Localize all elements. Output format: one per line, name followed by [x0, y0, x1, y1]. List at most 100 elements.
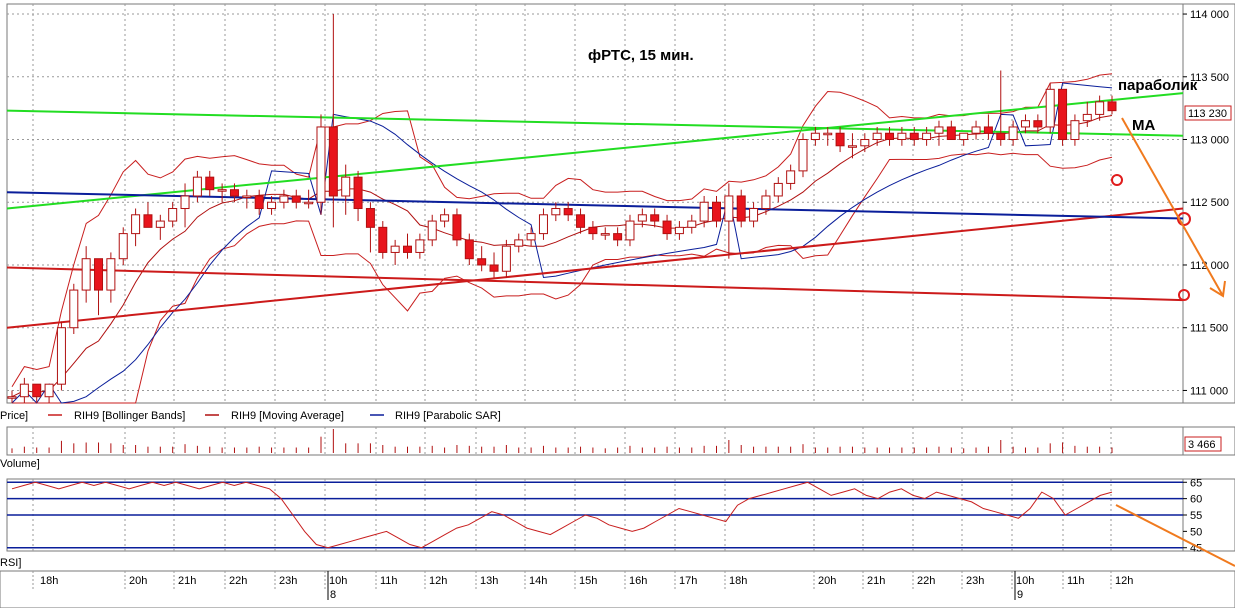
rsi-tick-label: 45	[1190, 543, 1202, 555]
rsi-tick-label: 65	[1190, 477, 1202, 489]
candle-body	[625, 220, 635, 241]
candle-body	[489, 264, 499, 272]
circle-marker-3	[1178, 289, 1190, 301]
candle-body	[798, 139, 808, 172]
candle-body	[847, 145, 857, 148]
price-tick-label: 112 000	[1190, 260, 1229, 272]
candle-body	[674, 226, 684, 235]
candle-body	[909, 132, 919, 141]
candle-body	[106, 258, 116, 291]
candle-body	[835, 132, 845, 147]
rsi-tick-label: 55	[1190, 510, 1202, 522]
candle-body	[365, 208, 375, 228]
orange-arrow-rsi	[1115, 504, 1235, 567]
candle-body	[291, 195, 301, 203]
candle-body	[576, 214, 586, 228]
candle-body	[304, 201, 314, 205]
trendline-red-rising	[6, 207, 1184, 329]
bollinger-lower-line	[12, 152, 1113, 404]
candle-body	[872, 132, 882, 141]
candle-body	[637, 214, 647, 222]
time-tick-label: 21h	[867, 575, 885, 587]
candle-body	[786, 170, 796, 184]
annotation-ma: MA	[1132, 117, 1155, 134]
candle-body	[56, 327, 66, 385]
candle-body	[477, 258, 487, 266]
candle-body	[959, 132, 969, 141]
candle-body	[1020, 120, 1030, 128]
day-label: 8	[330, 589, 336, 601]
candle-body	[983, 126, 993, 134]
time-tick-label: 11h	[380, 575, 398, 587]
last-price-label: 113 230	[1188, 108, 1227, 120]
time-tick-label: 15h	[579, 575, 597, 587]
candle-body	[650, 214, 660, 222]
candle-body	[1045, 88, 1055, 128]
candle-body	[155, 220, 165, 228]
candle-body	[613, 233, 623, 241]
price-grid	[7, 4, 1183, 403]
price-tick-label: 113 000	[1190, 135, 1229, 147]
candle-body	[217, 189, 227, 192]
volume-panel-background	[6, 426, 1184, 456]
candle-body	[724, 195, 734, 222]
candle-body	[1058, 88, 1068, 141]
candle-body	[279, 195, 289, 203]
candle-body	[81, 258, 91, 291]
price-tick-label: 111 000	[1190, 385, 1228, 397]
candle-body	[922, 132, 932, 141]
candle-body	[897, 132, 907, 141]
candle-body	[810, 132, 820, 141]
time-tick-label: 16h	[629, 575, 647, 587]
rsi-axis-background	[1182, 478, 1235, 552]
candle-body	[143, 214, 153, 228]
time-tick-label: 12h	[429, 575, 447, 587]
price-axis-ticks: 111 000 111 500 112 000 112 500 113 000 113 5…	[1183, 9, 1229, 397]
candle-body	[254, 195, 264, 210]
candle-body	[687, 220, 697, 228]
time-tick-label: 17h	[679, 575, 697, 587]
rsi-tick-label: 50	[1190, 526, 1202, 538]
candle-body	[440, 214, 450, 222]
candle-body	[501, 245, 511, 272]
time-tick-label: 20h	[818, 575, 836, 587]
time-tick-label: 18h	[40, 575, 58, 587]
overlay-lines: параболик MA	[6, 73, 1198, 404]
price-tick-label: 114 000	[1190, 9, 1229, 21]
time-axis-background	[0, 570, 1235, 608]
candle-body	[94, 258, 104, 291]
candle-body	[44, 383, 54, 398]
volume-label: Volume]	[0, 458, 40, 470]
candle-body	[1107, 101, 1117, 112]
candle-body	[353, 176, 363, 210]
candle-body	[662, 220, 672, 235]
candle-body	[563, 208, 573, 216]
candle-body	[403, 245, 413, 253]
candle-body	[19, 383, 29, 398]
time-tick-label: 21h	[178, 575, 196, 587]
candle-body	[1082, 113, 1092, 122]
rsi-line	[11, 481, 1113, 549]
candle-body	[761, 195, 771, 210]
candle-body	[378, 226, 388, 253]
circle-marker-1	[1111, 174, 1123, 186]
candle-body	[242, 195, 252, 198]
legend-price: Price]	[0, 410, 28, 422]
candle-body	[749, 208, 759, 222]
last-volume-tag	[1184, 436, 1222, 452]
trendline-red-falling	[6, 266, 1184, 302]
time-tick-label: 13h	[480, 575, 498, 587]
candle-body	[1070, 120, 1080, 141]
candle-body	[415, 239, 425, 253]
annotation-parabolik: параболик	[1118, 77, 1198, 94]
candle-body	[229, 189, 239, 197]
candle-body	[885, 132, 895, 141]
trendline-green-rising	[6, 92, 1184, 210]
circle-marker-2	[1177, 212, 1191, 226]
time-tick-label: 22h	[229, 575, 247, 587]
rsi-axis-ticks: 45 50 55 60 65	[1183, 477, 1202, 555]
price-tick-label: 112 500	[1190, 197, 1229, 209]
candle-body	[180, 195, 190, 210]
candle-body	[131, 214, 141, 235]
candle-body	[526, 233, 536, 241]
